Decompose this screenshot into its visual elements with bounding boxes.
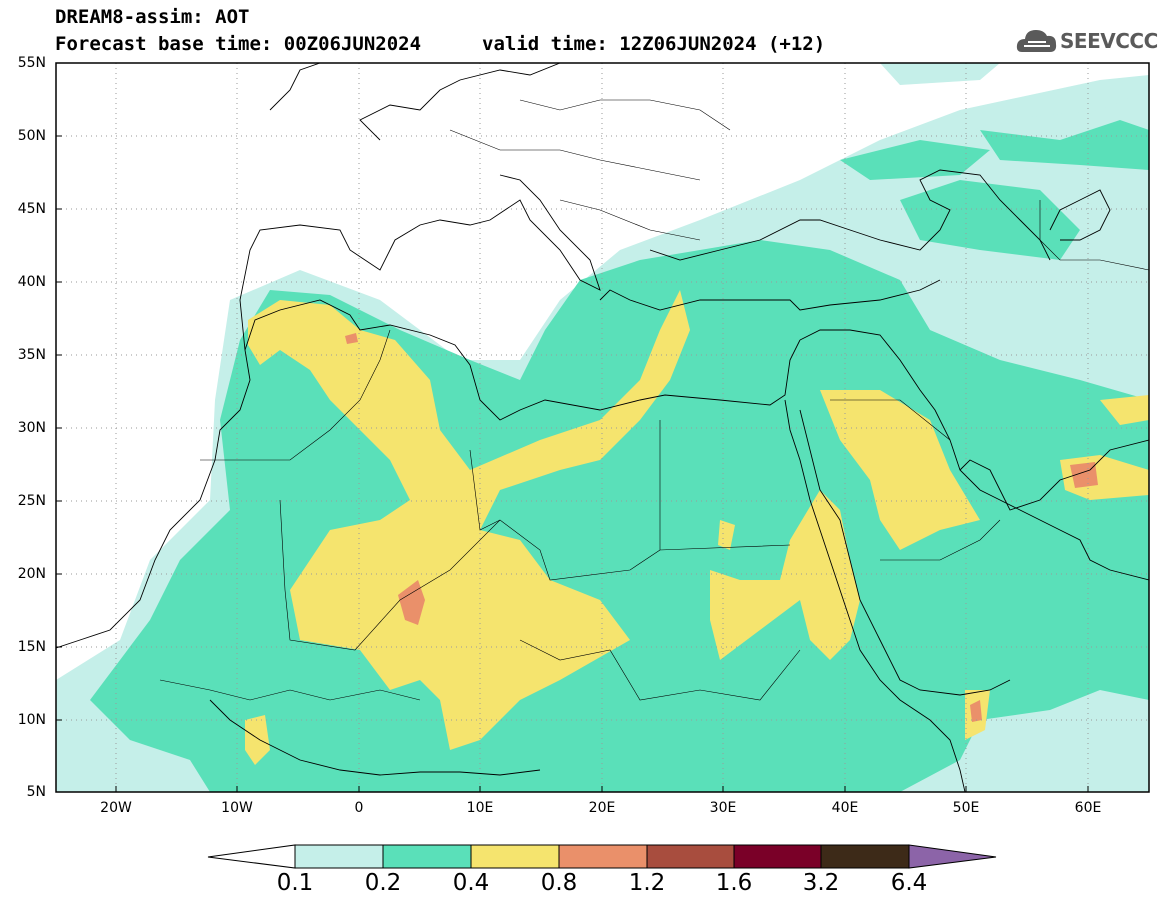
aot-level-0.2	[90, 120, 1149, 792]
lat-label: 45N	[17, 201, 46, 217]
colorbar-label: 6.4	[890, 870, 928, 896]
lon-label: 50E	[952, 800, 980, 816]
lat-label: 40N	[17, 274, 46, 290]
colorbar-cell	[294, 844, 384, 869]
lon-label: 10W	[221, 800, 253, 816]
colorbar-cell	[207, 844, 296, 869]
lat-label: 55N	[17, 55, 46, 71]
colorbar	[207, 844, 997, 869]
colorbar-cell	[470, 844, 560, 869]
colorbar-cell	[558, 844, 648, 869]
colorbar-cell	[382, 844, 472, 869]
lon-label: 60E	[1074, 800, 1102, 816]
colorbar-cell	[646, 844, 735, 869]
lat-label: 10N	[17, 712, 46, 728]
lat-label: 30N	[17, 420, 46, 436]
lat-label: 35N	[17, 347, 46, 363]
logo-text: SEEVCCC	[1060, 29, 1158, 53]
lon-label: 40E	[831, 800, 859, 816]
lat-label: 15N	[17, 639, 46, 655]
lon-label: 0	[354, 800, 364, 816]
map-title: DREAM8-assim: AOT	[55, 6, 250, 28]
aot-level-0.4	[245, 290, 1149, 765]
borders	[159, 99, 1149, 701]
valid-time: valid time: 12Z06JUN2024 (+12)	[482, 33, 826, 55]
lon-label: 30E	[709, 800, 737, 816]
forecast-base-time: Forecast base time: 00Z06JUN2024	[55, 33, 422, 55]
cloud-logo-icon	[1016, 30, 1057, 52]
colorbar-label: 1.2	[628, 870, 666, 896]
graticule	[56, 63, 1149, 792]
lon-label: 20W	[100, 800, 132, 816]
colorbar-cell	[820, 844, 910, 869]
colorbar-label: 1.6	[715, 870, 753, 896]
colorbar-label: 0.8	[540, 870, 578, 896]
colorbar-cell	[733, 844, 822, 869]
colorbar-label: 0.2	[364, 870, 402, 896]
lat-label: 50N	[17, 128, 46, 144]
lat-label: 25N	[17, 493, 46, 509]
colorbar-cell	[908, 844, 997, 869]
colorbar-label: 3.2	[802, 870, 840, 896]
lon-label: 20E	[588, 800, 616, 816]
axis-ticks	[56, 62, 1089, 792]
colorbar-label: 0.4	[452, 870, 490, 896]
aot-field	[56, 63, 1149, 792]
lon-label: 10E	[466, 800, 494, 816]
lat-label: 5N	[26, 784, 46, 800]
colorbar-label: 0.1	[276, 870, 314, 896]
lat-label: 20N	[17, 566, 46, 582]
coastlines	[56, 63, 1149, 792]
